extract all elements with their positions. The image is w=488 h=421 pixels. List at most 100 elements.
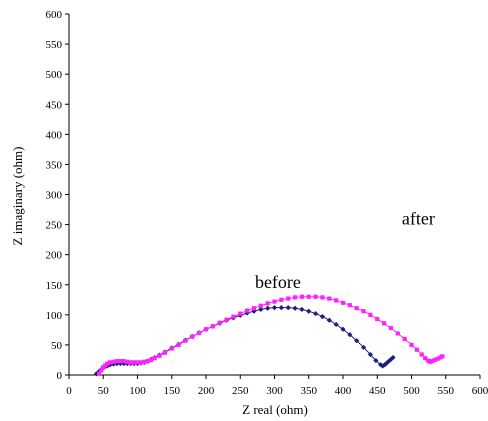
data-point-before (306, 308, 312, 314)
data-point-after (105, 361, 110, 366)
y-tick-labels: 0 50 100 150 200 250 300 350 400 450 500 550 600 (46, 9, 69, 382)
x-tick-label: 150 (164, 385, 181, 397)
data-point-before (340, 326, 346, 332)
data-point-before (285, 305, 291, 311)
x-tick-label: 50 (98, 385, 110, 397)
annotation-before: before (255, 272, 301, 292)
y-tick-label: 600 (46, 9, 63, 21)
data-point-before (319, 314, 326, 320)
data-point-after (210, 324, 215, 329)
data-point-after (135, 360, 140, 365)
data-point-before (354, 338, 360, 344)
y-tick-label: 500 (46, 69, 63, 81)
x-tick-label: 400 (335, 385, 352, 397)
data-point-after (162, 350, 167, 355)
data-point-after (320, 295, 325, 300)
data-point-after (183, 338, 188, 343)
data-point-before (386, 358, 392, 364)
data-point-after (203, 327, 209, 332)
x-tick-label: 500 (403, 385, 420, 397)
data-point-after (128, 360, 133, 365)
data-point-before (265, 305, 271, 311)
plot-series (93, 294, 445, 377)
y-tick-label: 150 (46, 280, 63, 292)
annotation-after: after (402, 209, 435, 229)
y-tick-label: 350 (46, 159, 63, 171)
y-tick-label: 50 (51, 340, 63, 352)
data-point-after (423, 356, 428, 361)
data-point-after (99, 368, 104, 373)
data-point-after (409, 342, 414, 348)
data-point-after (435, 356, 440, 361)
data-point-before (388, 356, 394, 362)
x-axis-title: Z real (ohm) (242, 402, 308, 417)
y-axis-title: Z imaginary (ohm) (10, 147, 25, 246)
data-point-after (382, 321, 387, 326)
axes (68, 14, 480, 376)
data-point-before (93, 371, 99, 377)
data-point-after (265, 301, 270, 306)
x-tick-label: 200 (198, 385, 215, 397)
data-point-after (429, 359, 435, 364)
data-point-after (368, 312, 373, 317)
data-point-after (176, 342, 181, 348)
x-tick-label: 600 (472, 385, 488, 397)
data-point-after (231, 314, 236, 319)
data-point-after (97, 371, 102, 376)
x-tick-label: 300 (266, 385, 283, 397)
data-point-after (145, 359, 150, 364)
data-point-after (292, 295, 298, 300)
data-point-after (142, 359, 147, 364)
y-tick-label: 400 (46, 129, 63, 141)
series-after (97, 294, 445, 376)
data-point-before (292, 305, 298, 311)
data-point-after (419, 352, 424, 357)
series-before (93, 305, 396, 377)
x-tick-label: 0 (66, 385, 72, 397)
data-point-before (347, 332, 353, 338)
y-tick-label: 250 (46, 220, 63, 232)
data-point-before (380, 363, 386, 369)
data-point-after (197, 330, 202, 335)
data-point-before (313, 311, 319, 317)
data-point-after (440, 354, 445, 359)
y-tick-label: 300 (46, 190, 63, 202)
data-point-after (286, 296, 291, 301)
data-point-after (138, 360, 144, 365)
data-point-after (299, 294, 304, 299)
data-point-after (108, 360, 113, 365)
x-tick-label: 250 (232, 385, 249, 397)
data-point-after (118, 359, 123, 364)
data-point-before (110, 361, 117, 367)
data-point-after (272, 299, 277, 304)
x-tick-label: 550 (438, 385, 455, 397)
data-point-after (251, 306, 257, 311)
x-tick-labels: 0 50 100 150 200 250 300 350 400 450 500 550 600 (66, 375, 488, 397)
annotations: before after (255, 209, 435, 292)
data-point-before (373, 357, 379, 364)
data-point-after (125, 359, 130, 364)
data-point-after (169, 346, 174, 351)
data-point-after (388, 325, 394, 331)
data-point-before (117, 360, 123, 367)
data-point-after (114, 359, 120, 364)
data-point-before (121, 360, 127, 367)
y-tick-label: 450 (46, 99, 63, 111)
data-point-after (375, 316, 380, 322)
data-point-before (367, 351, 373, 358)
data-point-after (258, 303, 263, 308)
x-tick-label: 450 (369, 385, 386, 397)
data-point-after (347, 303, 352, 308)
data-point-after (432, 357, 437, 363)
y-tick-label: 200 (46, 250, 63, 262)
data-point-after (306, 294, 311, 299)
data-point-after (340, 300, 346, 305)
data-point-after (157, 353, 162, 358)
data-point-before (278, 305, 284, 311)
data-point-after (334, 298, 339, 303)
x-tick-label: 350 (301, 385, 318, 397)
data-point-before (360, 344, 367, 350)
data-point-before (299, 306, 305, 313)
data-point-after (111, 359, 116, 364)
